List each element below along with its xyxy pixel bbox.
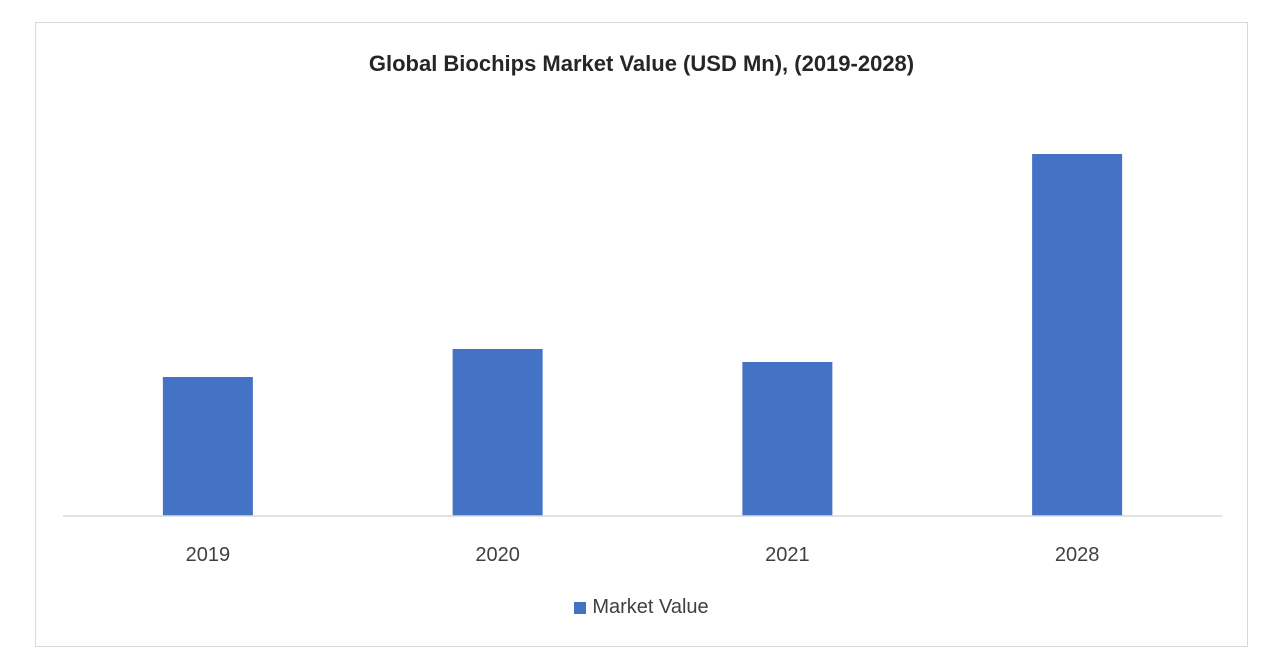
chart-frame: Global Biochips Market Value (USD Mn), (… [35,22,1248,647]
legend-item: Market Value [574,596,709,619]
x-tick-label-2020: 2020 [475,544,520,566]
bars-group [162,154,1123,516]
legend: Market Value [36,596,1247,620]
x-tick-labels: 2019 2020 2021 2028 [186,544,1100,566]
legend-label: Market Value [592,596,709,618]
x-tick-label-2028: 2028 [1055,544,1100,566]
chart-title: Global Biochips Market Value (USD Mn), (… [368,51,915,76]
bar-2021 [742,362,833,516]
bar-chart: 2019 2020 2021 2028 [63,154,1222,566]
x-tick-label-2021: 2021 [765,544,810,566]
bar-2028 [1032,154,1123,516]
bar-2020 [452,349,543,516]
bar-2019 [162,377,253,516]
legend-swatch [574,601,587,614]
x-tick-label-2019: 2019 [186,544,231,566]
